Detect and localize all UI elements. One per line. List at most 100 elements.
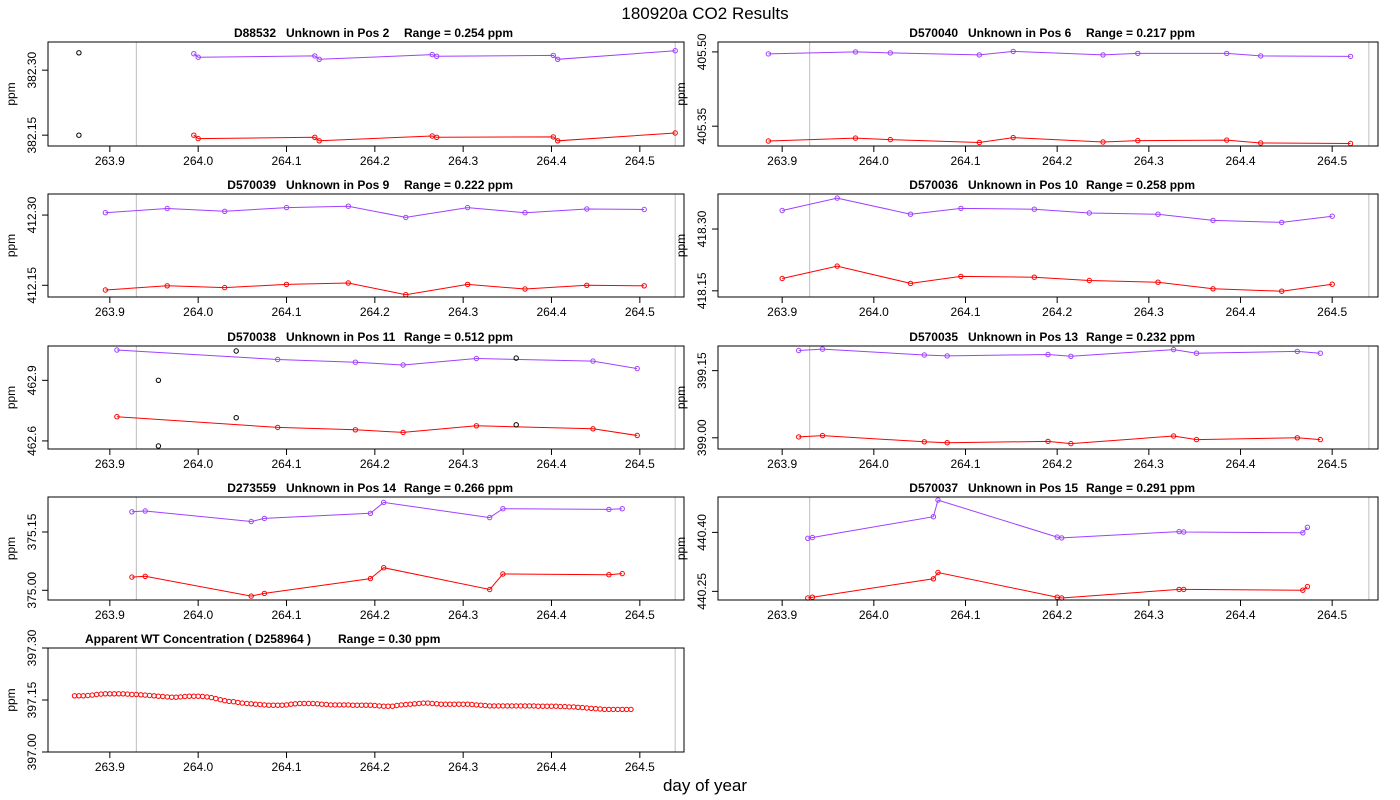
data-point bbox=[102, 210, 109, 216]
x-tick-label: 264.4 bbox=[1225, 154, 1255, 168]
x-tick-label: 264.5 bbox=[1317, 154, 1347, 168]
data-point bbox=[1294, 435, 1301, 441]
data-point bbox=[1010, 134, 1016, 141]
x-tick-label: 264.2 bbox=[1042, 608, 1072, 622]
series-upper bbox=[796, 346, 1324, 359]
data-point bbox=[261, 590, 268, 597]
x-tick-label: 263.9 bbox=[95, 305, 125, 319]
data-point bbox=[352, 427, 359, 433]
y-tick-label: 405.35 bbox=[695, 108, 709, 145]
y-tick-label: 382.15 bbox=[25, 116, 39, 153]
series-lower bbox=[805, 569, 1311, 601]
data-point bbox=[1304, 524, 1311, 530]
data-point bbox=[1045, 438, 1051, 445]
x-tick-label: 264.0 bbox=[859, 154, 889, 168]
y-axis-label: ppm bbox=[4, 537, 18, 560]
x-tick-label: 264.2 bbox=[1042, 154, 1072, 168]
data-point bbox=[935, 497, 941, 503]
data-point bbox=[550, 52, 556, 59]
panel-title-desc: Unknown in Pos 15 bbox=[968, 481, 1078, 495]
x-tick-label: 264.5 bbox=[1317, 608, 1347, 622]
x-tick-label: 264.0 bbox=[859, 305, 889, 319]
x-tick-label: 264.4 bbox=[536, 608, 566, 622]
data-point bbox=[555, 138, 561, 144]
data-point bbox=[487, 514, 493, 521]
series-line bbox=[782, 197, 1333, 223]
data-point bbox=[634, 432, 640, 439]
data-point bbox=[142, 573, 148, 579]
x-tick-label: 264.2 bbox=[1042, 305, 1072, 319]
panel-title-range: Range = 0.222 ppm bbox=[404, 178, 513, 192]
y-tick-label: 399.00 bbox=[695, 419, 709, 456]
data-point bbox=[834, 195, 840, 201]
x-tick-label: 264.1 bbox=[271, 608, 301, 622]
data-point bbox=[779, 275, 785, 282]
y-tick-label: 397.15 bbox=[25, 681, 39, 718]
x-tick-label: 264.1 bbox=[950, 305, 980, 319]
series-upper bbox=[805, 497, 1311, 541]
data-point bbox=[1279, 288, 1285, 294]
x-tick-label: 264.1 bbox=[271, 154, 301, 168]
x-tick-label: 263.9 bbox=[95, 457, 125, 471]
series-upper bbox=[779, 195, 1335, 226]
data-point bbox=[1100, 52, 1106, 58]
data-point bbox=[590, 358, 596, 364]
data-point bbox=[522, 210, 528, 216]
x-tick-label: 264.0 bbox=[183, 154, 213, 168]
x-tick-label: 264.4 bbox=[536, 305, 566, 319]
data-point bbox=[500, 506, 506, 512]
x-tick-label: 264.0 bbox=[859, 608, 889, 622]
data-point bbox=[195, 54, 201, 60]
series-lower bbox=[779, 263, 1335, 294]
data-point bbox=[852, 49, 859, 55]
panel-8: D570037 Unknown in Pos 15 Range = 0.291 pp… bbox=[674, 481, 1379, 622]
x-tick-label: 263.9 bbox=[95, 608, 125, 622]
panel-9: Apparent WT Concentration ( D258964 ) Ran… bbox=[4, 629, 685, 774]
x-tick-label: 264.0 bbox=[183, 305, 213, 319]
x-tick-label: 264.5 bbox=[625, 760, 655, 774]
data-point bbox=[584, 206, 590, 212]
data-point bbox=[921, 439, 927, 445]
data-point bbox=[222, 284, 228, 291]
y-tick-label: 405.50 bbox=[695, 33, 709, 70]
data-point bbox=[976, 139, 982, 146]
y-tick-label: 397.00 bbox=[25, 733, 39, 770]
y-tick-label: 440.40 bbox=[695, 514, 709, 551]
x-tick-label: 264.0 bbox=[183, 760, 213, 774]
series-upper bbox=[114, 347, 640, 372]
series-upper bbox=[102, 203, 647, 221]
plot-frame bbox=[47, 345, 685, 450]
x-tick-label: 264.2 bbox=[360, 154, 390, 168]
data-point bbox=[1317, 350, 1324, 356]
y-axis-label: ppm bbox=[674, 386, 688, 409]
data-point bbox=[464, 281, 471, 288]
y-tick-label: 375.00 bbox=[25, 572, 39, 609]
data-point bbox=[935, 569, 941, 576]
panel-title-range: Range = 0.291 ppm bbox=[1086, 481, 1195, 495]
data-point bbox=[1068, 440, 1074, 447]
x-tick-label: 264.3 bbox=[448, 760, 478, 774]
data-point bbox=[619, 506, 625, 512]
series-upper bbox=[765, 48, 1354, 60]
data-point bbox=[1031, 206, 1038, 212]
data-point bbox=[1181, 586, 1187, 593]
x-tick-label: 264.0 bbox=[183, 457, 213, 471]
data-point bbox=[619, 570, 625, 577]
plot-frame bbox=[717, 193, 1379, 298]
data-point bbox=[129, 509, 135, 515]
data-point bbox=[641, 283, 647, 289]
data-point bbox=[606, 506, 612, 513]
series-upper bbox=[191, 48, 678, 62]
y-axis-label: ppm bbox=[4, 234, 18, 257]
y-axis-label: ppm bbox=[4, 386, 18, 409]
x-tick-label: 264.1 bbox=[950, 154, 980, 168]
data-point bbox=[672, 130, 678, 136]
panel-title-range: Range = 0.266 ppm bbox=[404, 481, 513, 495]
data-point bbox=[352, 359, 359, 365]
x-tick-label: 264.3 bbox=[448, 457, 478, 471]
data-point bbox=[976, 52, 982, 58]
data-point bbox=[367, 575, 374, 582]
plot-frame bbox=[717, 345, 1379, 450]
x-tick-label: 264.3 bbox=[1134, 608, 1164, 622]
